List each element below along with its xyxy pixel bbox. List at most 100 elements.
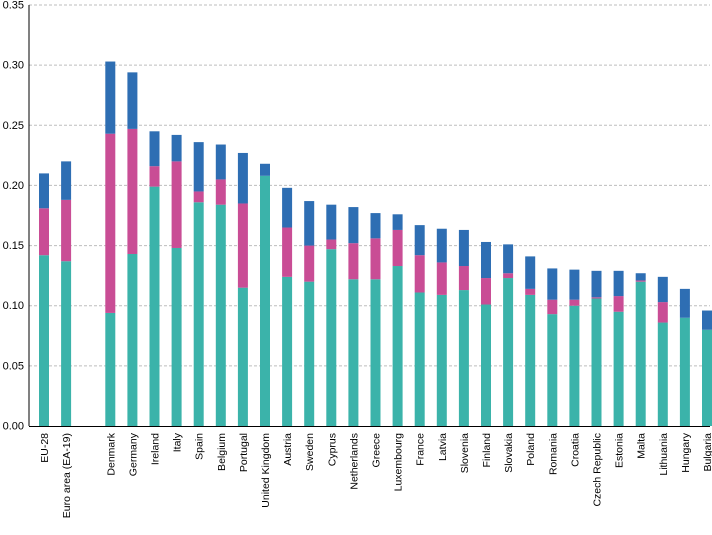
bar-segment — [635, 273, 646, 281]
bar-segment — [149, 131, 160, 167]
bar-segment — [591, 270, 602, 298]
bar-segment — [215, 144, 226, 180]
bar-segment — [105, 61, 116, 134]
x-tick-label: Slovakia — [503, 433, 515, 473]
x-tick-label: Ireland — [150, 433, 162, 465]
x-tick-label: Estonia — [614, 433, 626, 468]
bar-segment — [348, 207, 359, 244]
y-tick-label: 0.35 — [3, 0, 24, 12]
bar-segment — [414, 292, 425, 426]
bar-segment — [613, 311, 624, 426]
bar-segment — [171, 134, 182, 162]
bar-segment — [237, 152, 248, 204]
bar-segment — [525, 294, 536, 426]
bar-segment — [282, 227, 293, 277]
bar-segment — [61, 161, 72, 200]
bar-segment — [679, 317, 690, 426]
x-tick-label: Luxembourg — [393, 433, 405, 492]
y-tick-label: 0.10 — [3, 300, 24, 312]
x-tick-label: Czech Republic — [592, 433, 604, 507]
bar-segment — [481, 241, 491, 279]
bar-segment — [39, 208, 49, 256]
bar-segment — [127, 253, 138, 426]
bar-segment — [635, 280, 646, 282]
x-tick-label: Sweden — [304, 433, 316, 471]
bar-segment — [326, 249, 337, 426]
bar-segment — [326, 204, 337, 240]
bar-segment — [547, 314, 558, 426]
x-tick-label: Germany — [127, 432, 139, 476]
y-tick-label: 0.30 — [3, 60, 24, 72]
x-tick-label: Bulgaria — [702, 433, 712, 472]
bar-segment — [458, 229, 469, 267]
y-tick-label: 0.05 — [3, 360, 24, 372]
y-tick-label: 0.20 — [3, 180, 24, 192]
bar-segment — [149, 186, 160, 426]
bar-segment — [215, 204, 226, 426]
x-tick-label: Romania — [547, 433, 559, 475]
bar-segment — [481, 278, 491, 305]
bar-segment — [679, 288, 690, 318]
bar-segment — [127, 72, 138, 129]
bar-segment — [657, 322, 668, 426]
bar-segment — [547, 268, 558, 300]
bar-segment — [569, 269, 580, 300]
x-tick-label: Euro area (EA-19) — [61, 433, 73, 518]
bar-segment — [436, 228, 447, 263]
x-tick-label: Italy — [172, 432, 184, 452]
bar-segment — [635, 281, 646, 426]
x-tick-label: United Kingdom — [260, 433, 272, 508]
axes — [28, 5, 710, 427]
bar-segment — [193, 202, 204, 426]
x-tick-label: Slovenia — [459, 433, 471, 473]
x-tick-label: EU-28 — [39, 433, 51, 463]
bar-segment — [171, 161, 182, 248]
bar-segment — [613, 270, 624, 297]
x-tick-label: Austria — [282, 433, 294, 466]
bar-segment — [304, 201, 315, 246]
bar-segment — [193, 191, 204, 203]
bar-segment — [702, 310, 712, 330]
bar-segment — [503, 244, 514, 274]
x-tick-label: Malta — [636, 433, 648, 459]
x-tick-label: Greece — [371, 433, 383, 468]
bar-segment — [39, 255, 49, 426]
bar-segment — [370, 213, 381, 239]
bar-segment — [105, 133, 116, 313]
bar-segment — [105, 312, 116, 426]
bar-segment — [613, 296, 624, 312]
bar-segment — [237, 287, 248, 426]
x-tick-label: Cyprus — [326, 433, 338, 466]
bar-segment — [392, 266, 403, 426]
bar-segment — [414, 225, 425, 256]
bar-segment — [61, 199, 72, 262]
bar-segment — [414, 255, 425, 293]
x-tick-label: Portugal — [238, 433, 250, 472]
bar-segment — [657, 276, 668, 303]
bar-segment — [171, 247, 182, 426]
bar-segment — [569, 305, 580, 426]
x-tick-label: Netherlands — [348, 433, 360, 490]
bar-segment — [503, 273, 514, 279]
bar-segment — [370, 238, 381, 280]
bar-segment — [282, 187, 293, 228]
bar-segment — [127, 128, 138, 254]
bar-segment — [193, 142, 204, 192]
bar-segment — [237, 203, 248, 288]
bar-segment — [39, 173, 49, 209]
x-tick-label: Finland — [481, 433, 493, 468]
bar-segment — [348, 279, 359, 426]
bar-segment — [260, 175, 270, 426]
x-tick-label: France — [415, 433, 427, 466]
bar-segment — [370, 279, 381, 426]
x-tick-label: Latvia — [437, 433, 449, 461]
bar-segment — [304, 281, 315, 426]
x-tick-label: Croatia — [569, 433, 581, 467]
bar-segment — [282, 276, 293, 426]
bar-segment — [547, 299, 558, 315]
bar-segment — [348, 243, 359, 280]
bar-segment — [702, 329, 712, 426]
bar-segment — [326, 239, 337, 250]
